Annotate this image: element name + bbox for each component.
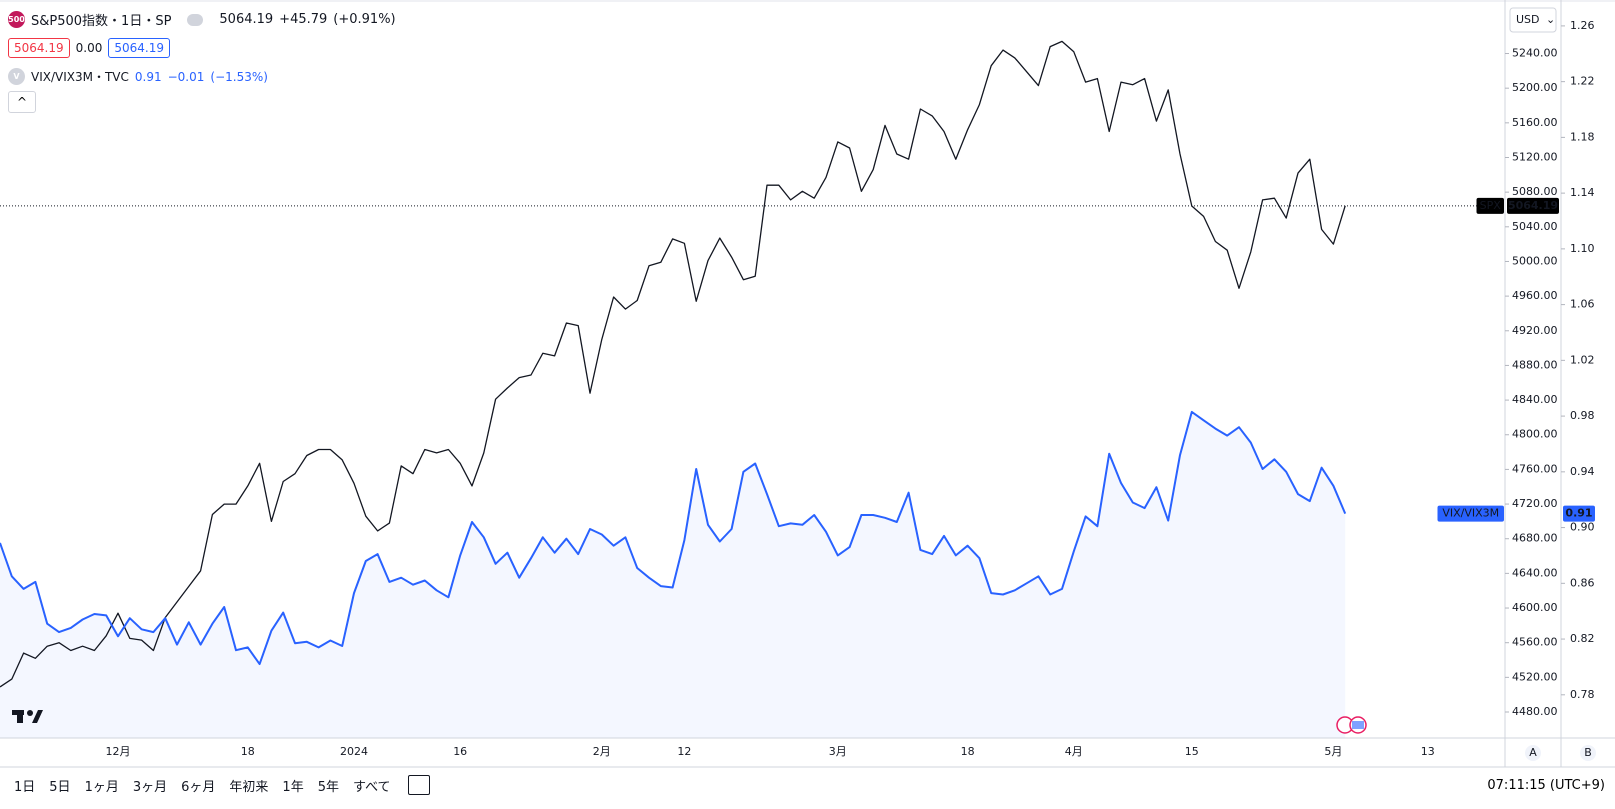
last-value-tag xyxy=(1563,505,1595,522)
axis-mode-button[interactable] xyxy=(1525,745,1541,761)
series-name-tag xyxy=(1437,505,1504,522)
series-name: SPX xyxy=(1480,199,1502,212)
range-button[interactable]: 5年 xyxy=(317,780,339,795)
range-button[interactable]: 5日 xyxy=(49,780,71,795)
y2-tick-label: 0.94 xyxy=(1570,465,1595,478)
compare-price: 0.91 xyxy=(134,69,162,84)
y-tick-label: 5000.00 xyxy=(1512,254,1558,267)
compare-change: −0.01 xyxy=(167,69,205,84)
y-tick-label: 5040.00 xyxy=(1512,220,1558,233)
y2-tick-label: 1.06 xyxy=(1570,298,1595,311)
y-tick-label: 4480.00 xyxy=(1512,705,1558,718)
range-toolbar: 1日 5日 1ヶ月 3ヶ月 6ヶ月 年初来 1年 5年 すべて xyxy=(14,776,391,795)
y-tick-label: 5200.00 xyxy=(1512,81,1558,94)
y-tick-label: 4800.00 xyxy=(1512,428,1558,441)
y-tick-label: 5080.00 xyxy=(1512,185,1558,198)
symbol-title[interactable]: S&P500指数・1日・SP xyxy=(31,14,172,29)
clock: 07:11:15 (UTC+9) xyxy=(1487,778,1605,793)
ask-box[interactable]: 5064.19 xyxy=(108,38,170,58)
y2-tick-label: 1.26 xyxy=(1570,19,1595,32)
y2-tick-label: 0.78 xyxy=(1570,688,1595,701)
dropdown-arrow: ⌄ xyxy=(1546,13,1555,26)
series-area xyxy=(0,411,1346,738)
y2-tick-label: 0.86 xyxy=(1570,576,1595,589)
y-tick-label: 4880.00 xyxy=(1512,358,1558,371)
x-tick-label: 15 xyxy=(1185,745,1199,758)
change-pct: (+0.91%) xyxy=(333,12,396,27)
compare-row: V VIX/VIX3M・TVC 0.91 −0.01 (−1.53%) xyxy=(8,68,268,85)
last-value: 5064.19 xyxy=(1508,199,1558,212)
y-tick-label: 4760.00 xyxy=(1512,462,1558,475)
y-tick-label: 5240.00 xyxy=(1512,47,1558,60)
axis-mode-label: B xyxy=(1584,746,1592,759)
axis-mode-button[interactable] xyxy=(1580,745,1596,761)
range-button[interactable]: 年初来 xyxy=(229,780,269,795)
collapse-toggle[interactable] xyxy=(187,13,204,26)
y2-tick-label: 1.18 xyxy=(1570,130,1595,143)
range-button[interactable]: 3ヶ月 xyxy=(132,780,168,795)
y-tick-label: 5120.00 xyxy=(1512,150,1558,163)
series-line xyxy=(0,40,1346,688)
x-tick-label: 18 xyxy=(961,745,975,758)
price: 5064.19 xyxy=(219,12,274,27)
compare-change-pct: (−1.53%) xyxy=(210,69,268,84)
bid-box[interactable]: 5064.19 xyxy=(8,38,70,58)
range-button[interactable]: 1年 xyxy=(282,780,304,795)
y2-tick-label: 1.10 xyxy=(1570,242,1595,255)
symbol-row: 500 S&P500指数・1日・SP 5064.19 +45.79 (+0.91… xyxy=(8,10,396,29)
change: +45.79 xyxy=(279,12,328,27)
x-tick-label: 2024 xyxy=(340,745,368,758)
y-tick-label: 4680.00 xyxy=(1512,532,1558,545)
y2-tick-label: 1.02 xyxy=(1570,353,1595,366)
axis-mode-label: A xyxy=(1529,746,1537,759)
y2-tick-label: 1.14 xyxy=(1570,186,1595,199)
range-button[interactable]: 1日 xyxy=(14,780,36,795)
series-name: VIX/VIX3M xyxy=(1442,507,1499,520)
tradingview-logo xyxy=(12,710,43,723)
y-tick-label: 4960.00 xyxy=(1512,289,1558,302)
x-tick-label: 16 xyxy=(453,745,467,758)
compare-badge: V xyxy=(8,68,25,85)
last-value-tag xyxy=(1507,197,1559,214)
bid-ask-row: 5064.19 0.00 5064.19 xyxy=(8,38,170,58)
event-icons[interactable] xyxy=(1336,716,1367,734)
currency-label: USD xyxy=(1516,13,1540,26)
series-name-tag xyxy=(1476,197,1504,214)
series-line xyxy=(0,410,1347,666)
x-tick-label: 12 xyxy=(677,745,691,758)
x-tick-label: 18 xyxy=(241,745,255,758)
date-range-button[interactable] xyxy=(408,775,430,795)
y-tick-label: 4920.00 xyxy=(1512,324,1558,337)
y2-tick-label: 0.98 xyxy=(1570,409,1595,422)
spread: 0.00 xyxy=(75,41,103,55)
x-tick-label: 3月 xyxy=(829,745,847,758)
x-tick-label: 4月 xyxy=(1065,745,1083,758)
range-button[interactable]: 1ヶ月 xyxy=(84,780,119,795)
collapse-legend-button[interactable]: ^ xyxy=(8,91,36,113)
x-tick-label: 13 xyxy=(1421,745,1435,758)
y-tick-label: 4840.00 xyxy=(1512,393,1558,406)
symbol-badge: 500 xyxy=(8,11,25,28)
y-tick-label: 4520.00 xyxy=(1512,670,1558,683)
y2-tick-label: 0.90 xyxy=(1570,521,1595,534)
currency-dropdown[interactable] xyxy=(1509,7,1557,33)
range-button[interactable]: 6ヶ月 xyxy=(181,780,216,795)
y-tick-label: 4640.00 xyxy=(1512,566,1558,579)
y-tick-label: 4720.00 xyxy=(1512,497,1558,510)
y-tick-label: 5160.00 xyxy=(1512,116,1558,129)
compare-title[interactable]: VIX/VIX3M・TVC xyxy=(31,70,129,84)
y-tick-label: 4600.00 xyxy=(1512,601,1558,614)
y-tick-label: 4560.00 xyxy=(1512,636,1558,649)
y2-tick-label: 0.82 xyxy=(1570,632,1595,645)
x-tick-label: 12月 xyxy=(106,745,131,758)
x-tick-label: 5月 xyxy=(1324,745,1342,758)
y2-tick-label: 1.22 xyxy=(1570,75,1595,88)
range-button[interactable]: すべて xyxy=(352,780,391,795)
x-tick-label: 2月 xyxy=(593,745,611,758)
last-value: 0.91 xyxy=(1565,507,1592,520)
